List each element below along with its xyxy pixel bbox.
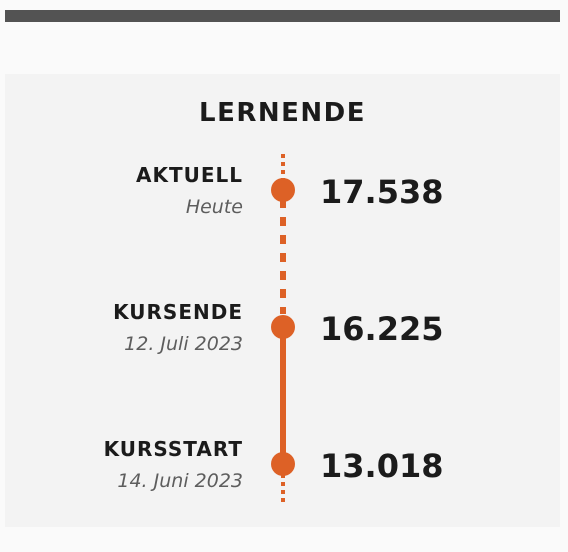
row-date: Heute [185,196,243,218]
card-title: LERNENDE [199,98,366,128]
marker-aktuell [271,178,295,202]
row-aktuell-label: AKTUELL Heute [136,162,243,220]
row-name: KURSENDE [113,300,243,324]
row-date: 12. Juli 2023 [124,333,243,355]
timeline [271,154,295,502]
marker-kursstart [271,452,295,476]
learners-card: LERNENDE AKTUELL Heute 17.538 KURSENDE 1… [5,74,560,527]
row-kursende-label: KURSENDE 12. Juli 2023 [113,299,243,357]
row-kursstart-value: 13.018 [320,447,444,485]
row-kursstart-label: KURSSTART 14. Juni 2023 [104,436,243,494]
marker-kursende [271,315,295,339]
row-date: 14. Juni 2023 [117,470,243,492]
row-name: AKTUELL [135,163,243,187]
row-name: KURSSTART [103,437,243,461]
top-bar [5,10,560,22]
row-aktuell-value: 17.538 [320,173,444,211]
row-kursende-value: 16.225 [320,310,444,348]
